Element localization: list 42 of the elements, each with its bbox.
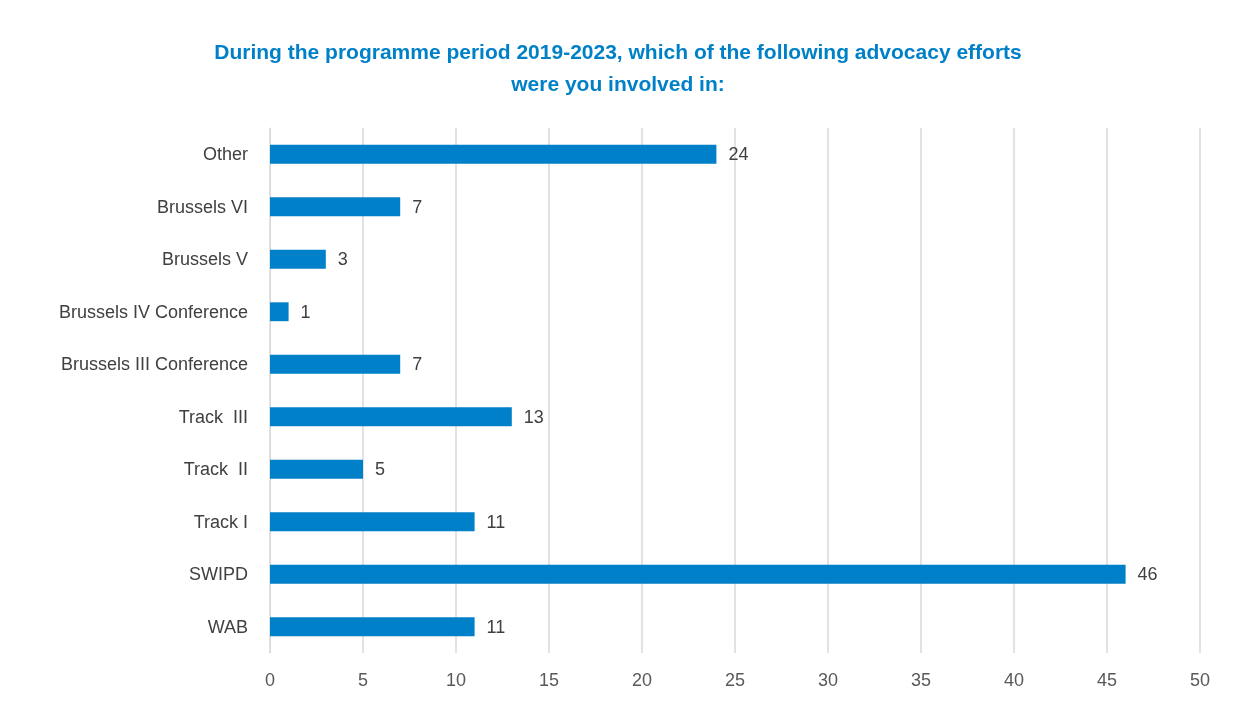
x-tick-label: 25 <box>724 670 746 690</box>
y-tick-label: Track II <box>183 459 248 480</box>
x-tick-label: 15 <box>538 670 560 690</box>
x-tick-label: 35 <box>910 670 932 690</box>
y-tick-label: Track I <box>193 511 248 532</box>
y-tick-label: WAB <box>207 616 248 637</box>
y-tick-label: Track III <box>178 406 248 427</box>
chart-title: During the programme period 2019-2023, which of the following advocacy efforts were you involved in: <box>214 39 1022 95</box>
x-tick-label: 40 <box>1003 670 1025 690</box>
bar <box>270 512 475 532</box>
y-tick-label: Other <box>202 144 248 165</box>
data-label: 13 <box>523 406 544 427</box>
bar <box>270 354 401 374</box>
bar <box>270 564 1126 584</box>
x-tick-label: 30 <box>817 670 839 690</box>
data-label: 1 <box>300 301 311 322</box>
x-tick-label: 50 <box>1189 670 1211 690</box>
y-tick-label: Brussels VI <box>156 196 248 217</box>
bar <box>270 302 289 322</box>
bar <box>270 144 717 164</box>
y-tick-label: Brussels III Conference <box>60 354 248 375</box>
x-tick-label: 10 <box>445 670 467 690</box>
data-label: 11 <box>486 511 506 532</box>
data-label: 46 <box>1137 564 1158 585</box>
x-tick-label: 45 <box>1096 670 1118 690</box>
bar <box>270 617 475 637</box>
y-tick-label: Brussels IV Conference <box>58 301 248 322</box>
x-tick-label: 5 <box>357 670 369 690</box>
data-label: 5 <box>375 459 386 480</box>
data-label: 7 <box>412 354 423 375</box>
data-label: 7 <box>412 196 423 217</box>
x-tick-label: 20 <box>631 670 653 690</box>
y-tick-label: SWIPD <box>188 564 248 585</box>
data-label: 3 <box>337 249 348 270</box>
bar <box>270 459 363 479</box>
bar <box>270 249 326 269</box>
data-label: 11 <box>486 616 506 637</box>
bar <box>270 197 401 217</box>
data-label: 24 <box>728 144 749 165</box>
bar <box>270 407 512 427</box>
x-tick-label: 0 <box>264 670 276 690</box>
y-tick-label: Brussels V <box>161 249 248 270</box>
